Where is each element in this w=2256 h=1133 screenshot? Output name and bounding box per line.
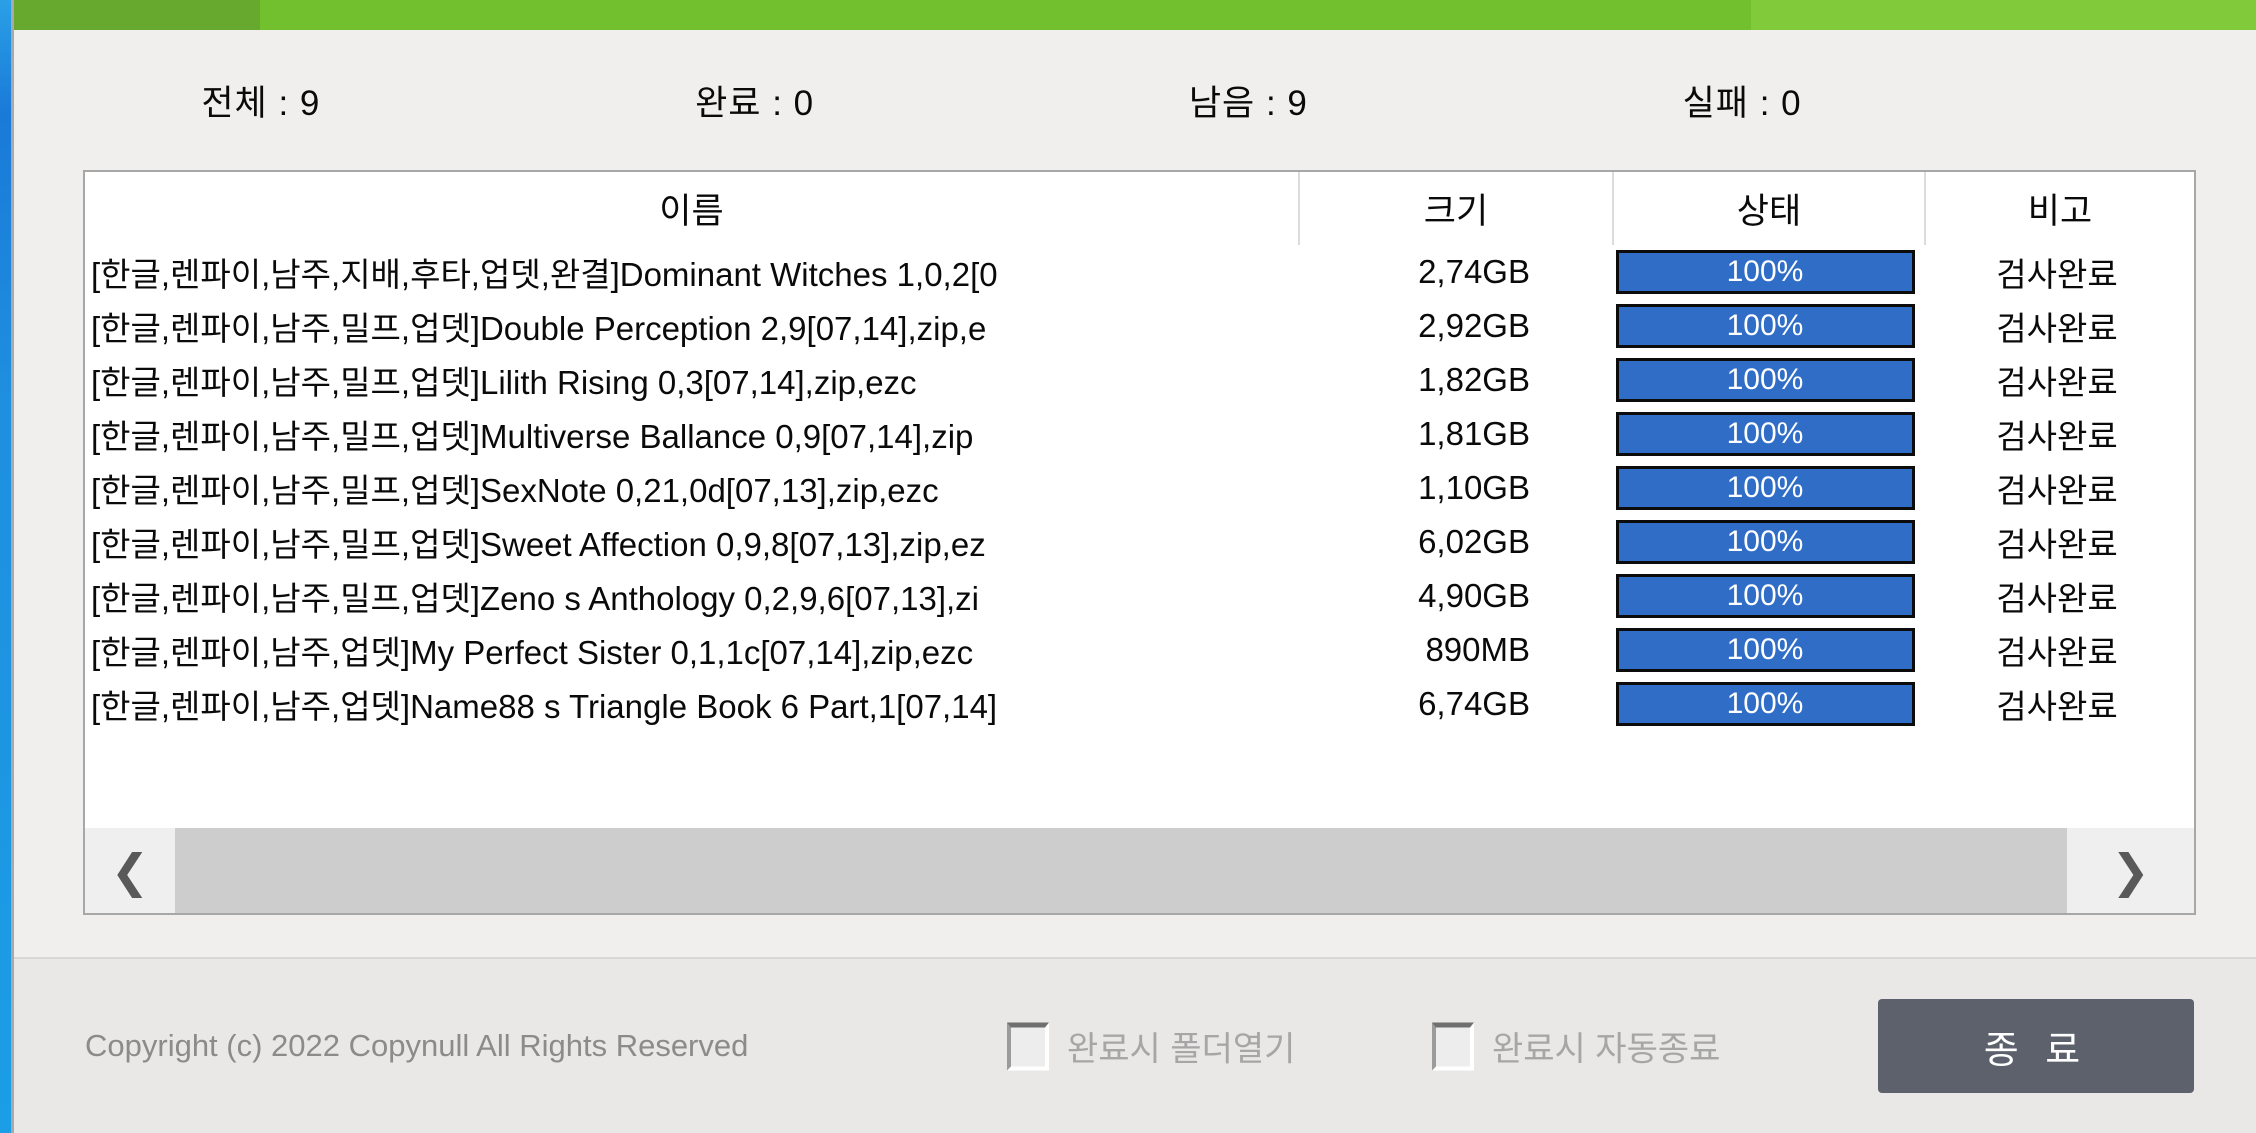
column-header-name[interactable]: 이름 [659,192,724,231]
progress-bar: 100% [1615,520,1915,564]
file-name: [한글,렌파이,남주,밀프,업뎃]SexNote 0,21,0d[07,13],… [91,472,939,509]
file-remark: 검사완료 [1996,688,2118,725]
progress-bar: 100% [1615,358,1915,402]
progress-segment-mid [260,0,1751,30]
progress-label: 100% [1726,363,1804,396]
scrollbar-thumb[interactable] [175,828,2067,913]
file-name: [한글,렌파이,남주,밀프,업뎃]Multiverse Ballance 0,9… [91,418,974,455]
file-status-cell: 100% [1610,304,1920,348]
close-button[interactable]: 종 료 [1878,999,2194,1093]
file-name: [한글,렌파이,남주,업뎃]Name88 s Triangle Book 6 P… [91,688,998,725]
stats-row: 전체 : 9 완료 : 0 남음 : 9 실패 : 0 [14,30,1989,170]
file-size: 1,82GB [1418,361,1530,398]
progress-bar: 100% [1615,574,1915,618]
stat-done: 완료 : 0 [695,83,815,123]
table-row[interactable]: [한글,렌파이,남주,밀프,업뎃]Double Perception 2,9[0… [85,299,2194,353]
file-table: 이름 크기 상태 비고 [한글,렌파이,남주,지배,후타,업뎃,완결]Domin… [83,170,2196,915]
stat-remaining: 남음 : 9 [1188,83,1308,123]
progress-bar: 100% [1615,412,1915,456]
table-row[interactable]: [한글,렌파이,남주,밀프,업뎃]Lilith Rising 0,3[07,14… [85,353,2194,407]
file-size: 2,74GB [1418,253,1530,290]
top-progress-bar [14,0,2256,30]
file-remark: 검사완료 [1996,580,2118,617]
file-size: 1,81GB [1418,415,1530,452]
progress-label: 100% [1726,633,1804,666]
file-status-cell: 100% [1610,358,1920,402]
table-row[interactable]: [한글,렌파이,남주,밀프,업뎃]SexNote 0,21,0d[07,13],… [85,461,2194,515]
progress-segment-dark [14,0,260,30]
progress-bar: 100% [1615,628,1915,672]
table-row[interactable]: [한글,렌파이,남주,업뎃]My Perfect Sister 0,1,1c[0… [85,623,2194,677]
file-name: [한글,렌파이,남주,밀프,업뎃]Sweet Affection 0,9,8[0… [91,526,986,563]
progress-bar: 100% [1615,466,1915,510]
table-row[interactable]: [한글,렌파이,남주,밀프,업뎃]Sweet Affection 0,9,8[0… [85,515,2194,569]
column-header-remark[interactable]: 비고 [1924,172,2194,245]
file-size: 2,92GB [1418,307,1530,344]
column-header-status[interactable]: 상태 [1612,172,1924,245]
file-remark: 검사완료 [1996,256,2118,293]
file-status-cell: 100% [1610,574,1920,618]
file-name: [한글,렌파이,남주,밀프,업뎃]Double Perception 2,9[0… [91,310,987,347]
horizontal-scrollbar: ❮ ❯ [85,828,2194,913]
checkbox-auto-close[interactable]: 완료시 자동종료 [1432,1022,1720,1071]
file-status-cell: 100% [1610,412,1920,456]
checkbox-box-auto-close[interactable] [1432,1022,1474,1070]
scroll-right-arrow-icon[interactable]: ❯ [2067,828,2194,913]
file-remark: 검사완료 [1996,634,2118,671]
column-header-size[interactable]: 크기 [1298,172,1612,245]
table-row[interactable]: [한글,렌파이,남주,밀프,업뎃]Multiverse Ballance 0,9… [85,407,2194,461]
scroll-left-arrow-icon[interactable]: ❮ [85,828,175,913]
file-remark: 검사완료 [1996,472,2118,509]
progress-label: 100% [1726,471,1804,504]
copyright-text: Copyright (c) 2022 Copynull All Rights R… [85,1028,749,1063]
file-name: [한글,렌파이,남주,밀프,업뎃]Zeno s Anthology 0,2,9,… [91,580,979,617]
progress-bar: 100% [1615,250,1915,294]
file-status-cell: 100% [1610,682,1920,726]
file-remark: 검사완료 [1996,526,2118,563]
file-remark: 검사완료 [1996,418,2118,455]
file-name: [한글,렌파이,남주,밀프,업뎃]Lilith Rising 0,3[07,14… [91,364,917,401]
file-remark: 검사완료 [1996,310,2118,347]
file-size: 6,02GB [1418,523,1530,560]
file-name: [한글,렌파이,남주,업뎃]My Perfect Sister 0,1,1c[0… [91,634,974,671]
table-header: 이름 크기 상태 비고 [85,172,2194,245]
app-window: 전체 : 9 완료 : 0 남음 : 9 실패 : 0 이름 크기 상태 비고 … [14,0,2256,1133]
stat-total: 전체 : 9 [201,83,321,123]
file-status-cell: 100% [1610,466,1920,510]
file-size: 1,10GB [1418,469,1530,506]
bottom-panel: Copyright (c) 2022 Copynull All Rights R… [14,957,2256,1133]
checkbox-label: 완료시 폴더열기 [1067,1030,1296,1069]
progress-segment-light [1751,0,2256,30]
progress-label: 100% [1726,525,1804,558]
file-status-cell: 100% [1610,628,1920,672]
file-status-cell: 100% [1610,250,1920,294]
progress-bar: 100% [1615,304,1915,348]
progress-label: 100% [1726,417,1804,450]
file-size: 890MB [1425,631,1530,668]
background-window-edge [0,0,11,1133]
stat-failed: 실패 : 0 [1682,83,1802,123]
file-status-cell: 100% [1610,520,1920,564]
progress-label: 100% [1726,309,1804,342]
checkbox-box-open-folder[interactable] [1007,1022,1049,1070]
checkbox-label: 완료시 자동종료 [1492,1030,1721,1069]
checkbox-open-folder[interactable]: 완료시 폴더열기 [1007,1022,1295,1071]
file-size: 6,74GB [1418,685,1530,722]
file-name: [한글,렌파이,남주,지배,후타,업뎃,완결]Dominant Witches … [91,256,998,293]
table-row[interactable]: [한글,렌파이,남주,업뎃]Name88 s Triangle Book 6 P… [85,677,2194,731]
file-size: 4,90GB [1418,577,1530,614]
table-row[interactable]: [한글,렌파이,남주,지배,후타,업뎃,완결]Dominant Witches … [85,245,2194,299]
progress-label: 100% [1726,579,1804,612]
table-row[interactable]: [한글,렌파이,남주,밀프,업뎃]Zeno s Anthology 0,2,9,… [85,569,2194,623]
window-left-border [11,0,14,1133]
file-remark: 검사완료 [1996,364,2118,401]
progress-label: 100% [1726,255,1804,288]
progress-bar: 100% [1615,682,1915,726]
table-body: [한글,렌파이,남주,지배,후타,업뎃,완결]Dominant Witches … [85,245,2194,828]
progress-label: 100% [1726,687,1804,720]
